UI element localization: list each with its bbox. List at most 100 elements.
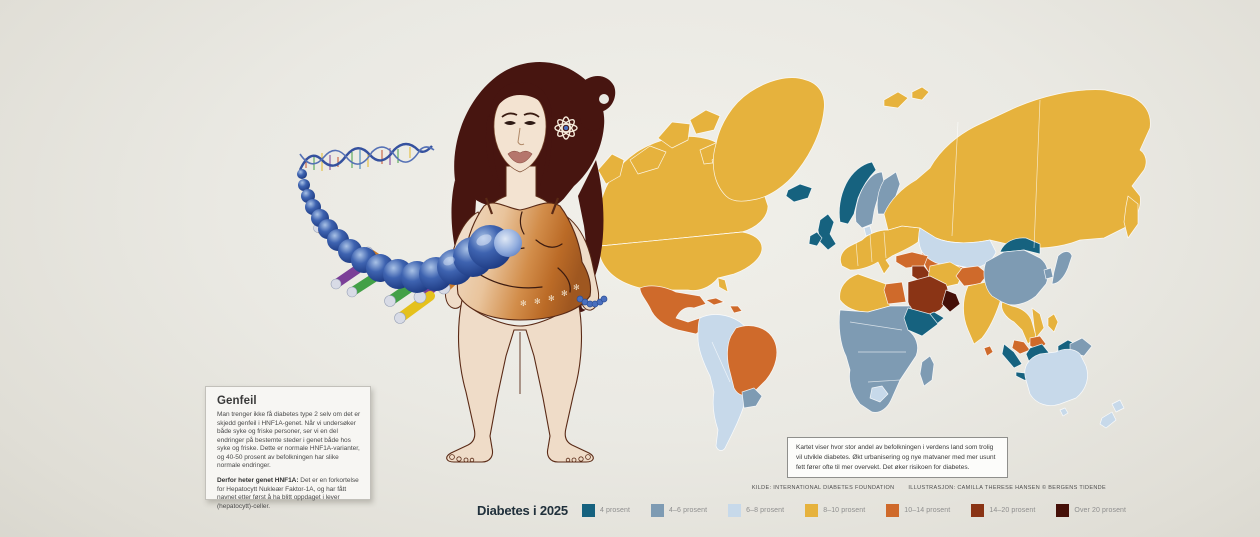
nose <box>517 127 525 146</box>
genfeil-paragraph-1: Man trenger ikke få diabetes type 2 selv… <box>217 411 361 470</box>
hem-flower-motifs: ✻ ✻ ✻ ✻ ✻ <box>520 283 580 308</box>
bracelet <box>576 295 608 308</box>
legend-swatch <box>651 503 665 517</box>
genfeil-paragraph-2: Derfor heter genet HNF1A: Det er en fork… <box>217 477 361 511</box>
map-region-botswana <box>869 385 889 403</box>
map-region-mongolia <box>999 237 1041 255</box>
credit-source: KILDE: INTERNATIONAL DIABETES FOUNDATION <box>751 485 895 491</box>
map-region-horn-of-africa <box>903 307 939 337</box>
map-region-paraguay-uruguay <box>741 387 763 409</box>
map-region-svalbard <box>883 86 930 109</box>
map-region-arctic-island <box>689 109 721 135</box>
genfeil-paragraph-2-rest: Det er en forkortelse for Hepatocytt Nuk… <box>217 477 359 510</box>
hair-side-lock <box>540 114 552 186</box>
legend-label: Over 20 prosent <box>1074 506 1127 514</box>
map-region-sumatra <box>1001 343 1023 369</box>
hair-fringe <box>489 82 552 122</box>
legend-item: Over 20 prosent <box>1056 503 1127 517</box>
legend-label: 6–8 prosent <box>746 506 785 514</box>
legend-swatch <box>728 503 742 517</box>
dna-bead-chain <box>297 169 522 293</box>
garment-straps <box>484 197 560 215</box>
legend-label: 10–14 prosent <box>904 506 951 514</box>
map-region-oman-uae <box>941 289 961 313</box>
dna-fine-helix <box>298 142 435 171</box>
svg-text:✻: ✻ <box>561 289 568 298</box>
map-region-madagascar <box>919 355 935 387</box>
legend-swatch <box>886 503 900 517</box>
credits-line: KILDE: INTERNATIONAL DIABETES FOUNDATION… <box>700 485 1106 491</box>
map-region-alaska <box>597 153 625 185</box>
flower-hair-ornament <box>554 116 578 140</box>
eyes <box>504 121 536 125</box>
map-region-north-africa <box>839 273 891 313</box>
map-region-uk <box>817 213 837 251</box>
svg-text:✻: ✻ <box>520 299 527 308</box>
legend-swatch <box>581 503 595 517</box>
map-region-korea <box>1043 267 1054 280</box>
map-region-malaysia <box>1011 339 1031 355</box>
woman-illustration: ✻ ✻ ✻ ✻ ✻ <box>444 62 616 463</box>
map-region-sri-lanka <box>983 345 994 357</box>
legend-item: 4–6 prosent <box>651 503 708 517</box>
map-region-kamchatka <box>1123 195 1139 239</box>
legend-item: 6–8 prosent <box>728 503 785 517</box>
map-region-iceland <box>785 183 813 203</box>
map-region-florida <box>717 277 729 293</box>
map-region-china <box>983 249 1049 306</box>
genfeil-paragraph-2-lead: Derfor heter genet HNF1A: <box>217 477 299 485</box>
map-region-mexico <box>639 285 707 335</box>
face <box>493 89 547 173</box>
map-legend: Diabetes i 2025 4 prosent 4–6 prosent 6–… <box>477 502 1147 518</box>
map-region-caribbean <box>705 297 743 314</box>
eyebrows <box>501 112 540 118</box>
svg-text:✻: ✻ <box>548 294 555 303</box>
legend-item: 14–20 prosent <box>971 503 1036 517</box>
map-region-arctic-island <box>657 121 691 149</box>
map-region-egypt <box>883 281 907 305</box>
hair-side-lock <box>485 116 500 186</box>
map-region-vietnam <box>1031 307 1045 339</box>
map-note-box: Kartet viser hvor stor andel av befolkni… <box>787 437 1008 479</box>
map-region-continental-europe <box>840 225 921 275</box>
legend-title: Diabetes i 2025 <box>477 502 568 518</box>
legend-label: 4–6 prosent <box>669 506 708 514</box>
map-region-japan <box>1051 251 1073 285</box>
map-region-arctic-island <box>629 145 667 175</box>
genfeil-heading: Genfeil <box>217 395 257 407</box>
map-region-australia <box>1024 348 1088 406</box>
genfeil-info-box: Genfeil Man trenger ikke få diabetes typ… <box>205 386 371 510</box>
legend-item: 4 prosent <box>581 503 631 517</box>
legend-label: 4 prosent <box>599 506 631 514</box>
map-region-usa <box>598 231 763 291</box>
credit-illustration: ILLUSTRASJON: CAMILLA THERESE HANSEN © B… <box>908 485 1106 491</box>
map-region-sweden <box>855 171 885 229</box>
map-region-ireland <box>808 231 823 247</box>
legend-label: 14–20 prosent <box>989 506 1036 514</box>
legend-swatch <box>1056 503 1070 517</box>
hair-swirl-curl <box>599 94 609 104</box>
country-border-lines <box>599 99 1041 383</box>
svg-text:✻: ✻ <box>534 297 541 306</box>
lips <box>507 150 533 164</box>
map-region-tasmania <box>1059 407 1069 417</box>
legend-item: 10–14 prosent <box>886 503 951 517</box>
legend-label: 8–10 prosent <box>823 506 866 514</box>
dna-helix <box>297 142 522 324</box>
map-region-new-zealand <box>1099 399 1125 429</box>
map-region-india <box>963 281 1003 345</box>
legend-item: 8–10 prosent <box>805 503 866 517</box>
legend-swatch <box>805 503 819 517</box>
map-region-sub-saharan-africa <box>838 305 918 413</box>
toes <box>449 454 591 463</box>
world-choropleth-map <box>597 77 1151 451</box>
map-region-greenland <box>712 77 825 202</box>
legs-and-feet <box>446 298 594 463</box>
svg-text:✻: ✻ <box>573 283 580 292</box>
map-region-russia <box>883 89 1151 249</box>
map-region-philippines <box>1047 313 1059 333</box>
map-region-brazil <box>727 325 778 396</box>
legend-swatch <box>971 503 985 517</box>
